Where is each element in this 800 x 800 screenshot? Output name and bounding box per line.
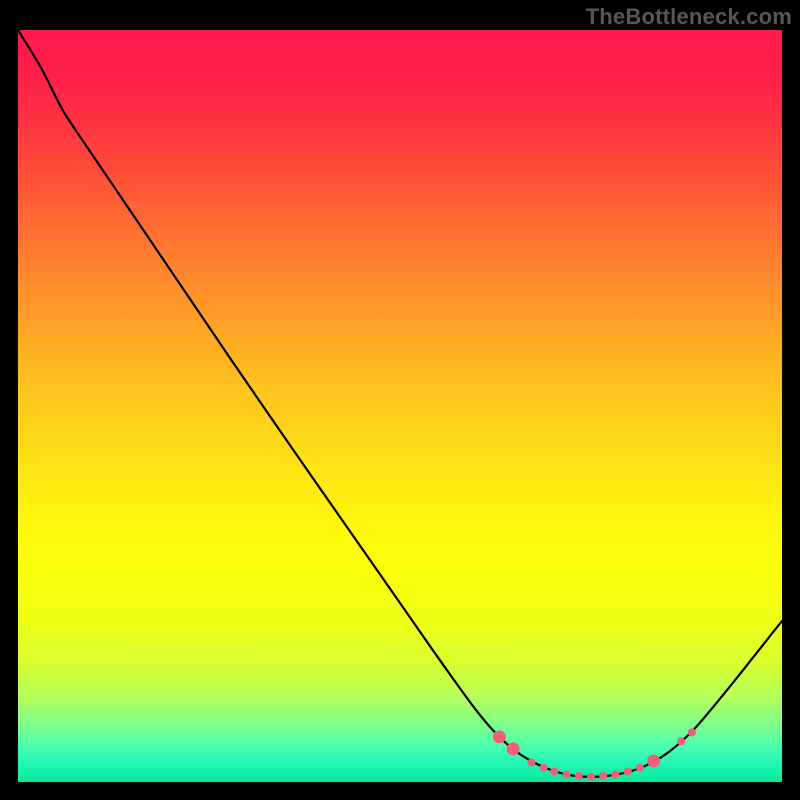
plot-background <box>18 30 782 782</box>
marker-point <box>647 754 660 767</box>
marker-point <box>624 767 632 775</box>
marker-point <box>550 767 558 775</box>
marker-point <box>688 728 696 736</box>
marker-point <box>587 773 595 781</box>
marker-point <box>563 770 571 778</box>
marker-point <box>493 730 506 743</box>
marker-point <box>677 737 685 745</box>
bottleneck-curve-chart <box>0 0 800 800</box>
marker-point <box>575 772 583 780</box>
marker-point <box>527 758 535 766</box>
marker-point <box>540 764 548 772</box>
marker-point <box>611 770 619 778</box>
marker-point <box>507 742 520 755</box>
marker-point <box>599 772 607 780</box>
chart-container: { "watermark": { "text": "TheBottleneck.… <box>0 0 800 800</box>
marker-point <box>636 764 644 772</box>
watermark-text: TheBottleneck.com <box>586 4 792 30</box>
